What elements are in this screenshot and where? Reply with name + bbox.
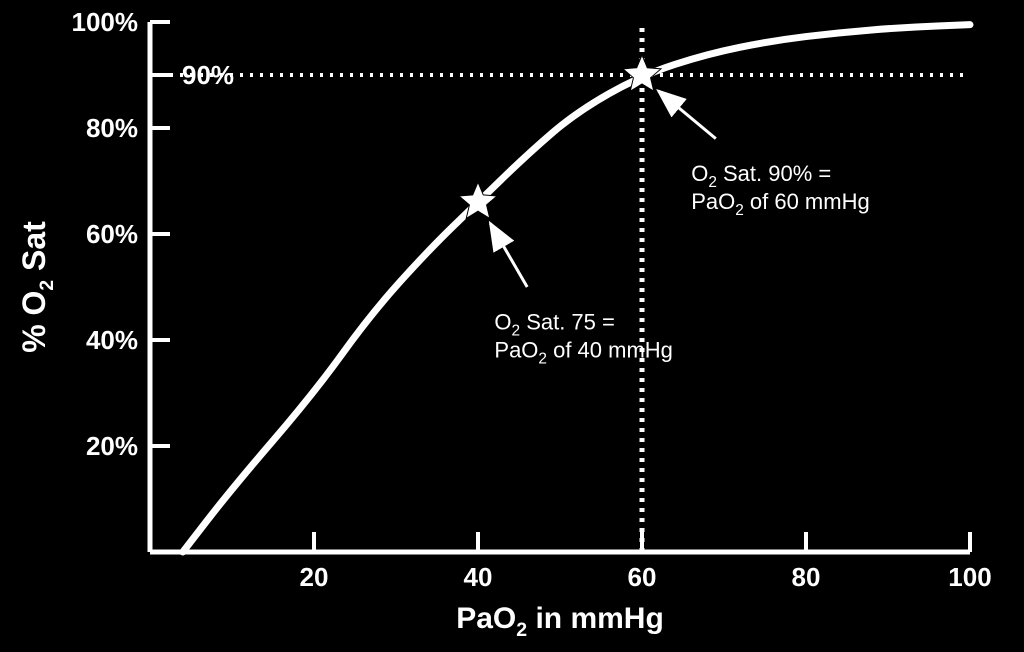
x-tick-label: 60 [628,562,657,592]
y-tick-label: 80% [86,113,138,143]
y-tick-label: 40% [86,325,138,355]
x-tick-label: 80 [792,562,821,592]
x-tick-label: 100 [948,562,991,592]
oxygen-dissociation-chart: 2040608010020%40%60%80%100%90%O2 Sat. 75… [0,0,1024,652]
y-tick-label: 60% [86,219,138,249]
x-tick-label: 20 [300,562,329,592]
y-tick-label: 20% [86,431,138,461]
y-tick-label: 100% [72,7,139,37]
extra-tick-label: 90% [182,60,234,90]
x-tick-label: 40 [464,562,493,592]
chart-svg: 2040608010020%40%60%80%100%90%O2 Sat. 75… [0,0,1024,652]
